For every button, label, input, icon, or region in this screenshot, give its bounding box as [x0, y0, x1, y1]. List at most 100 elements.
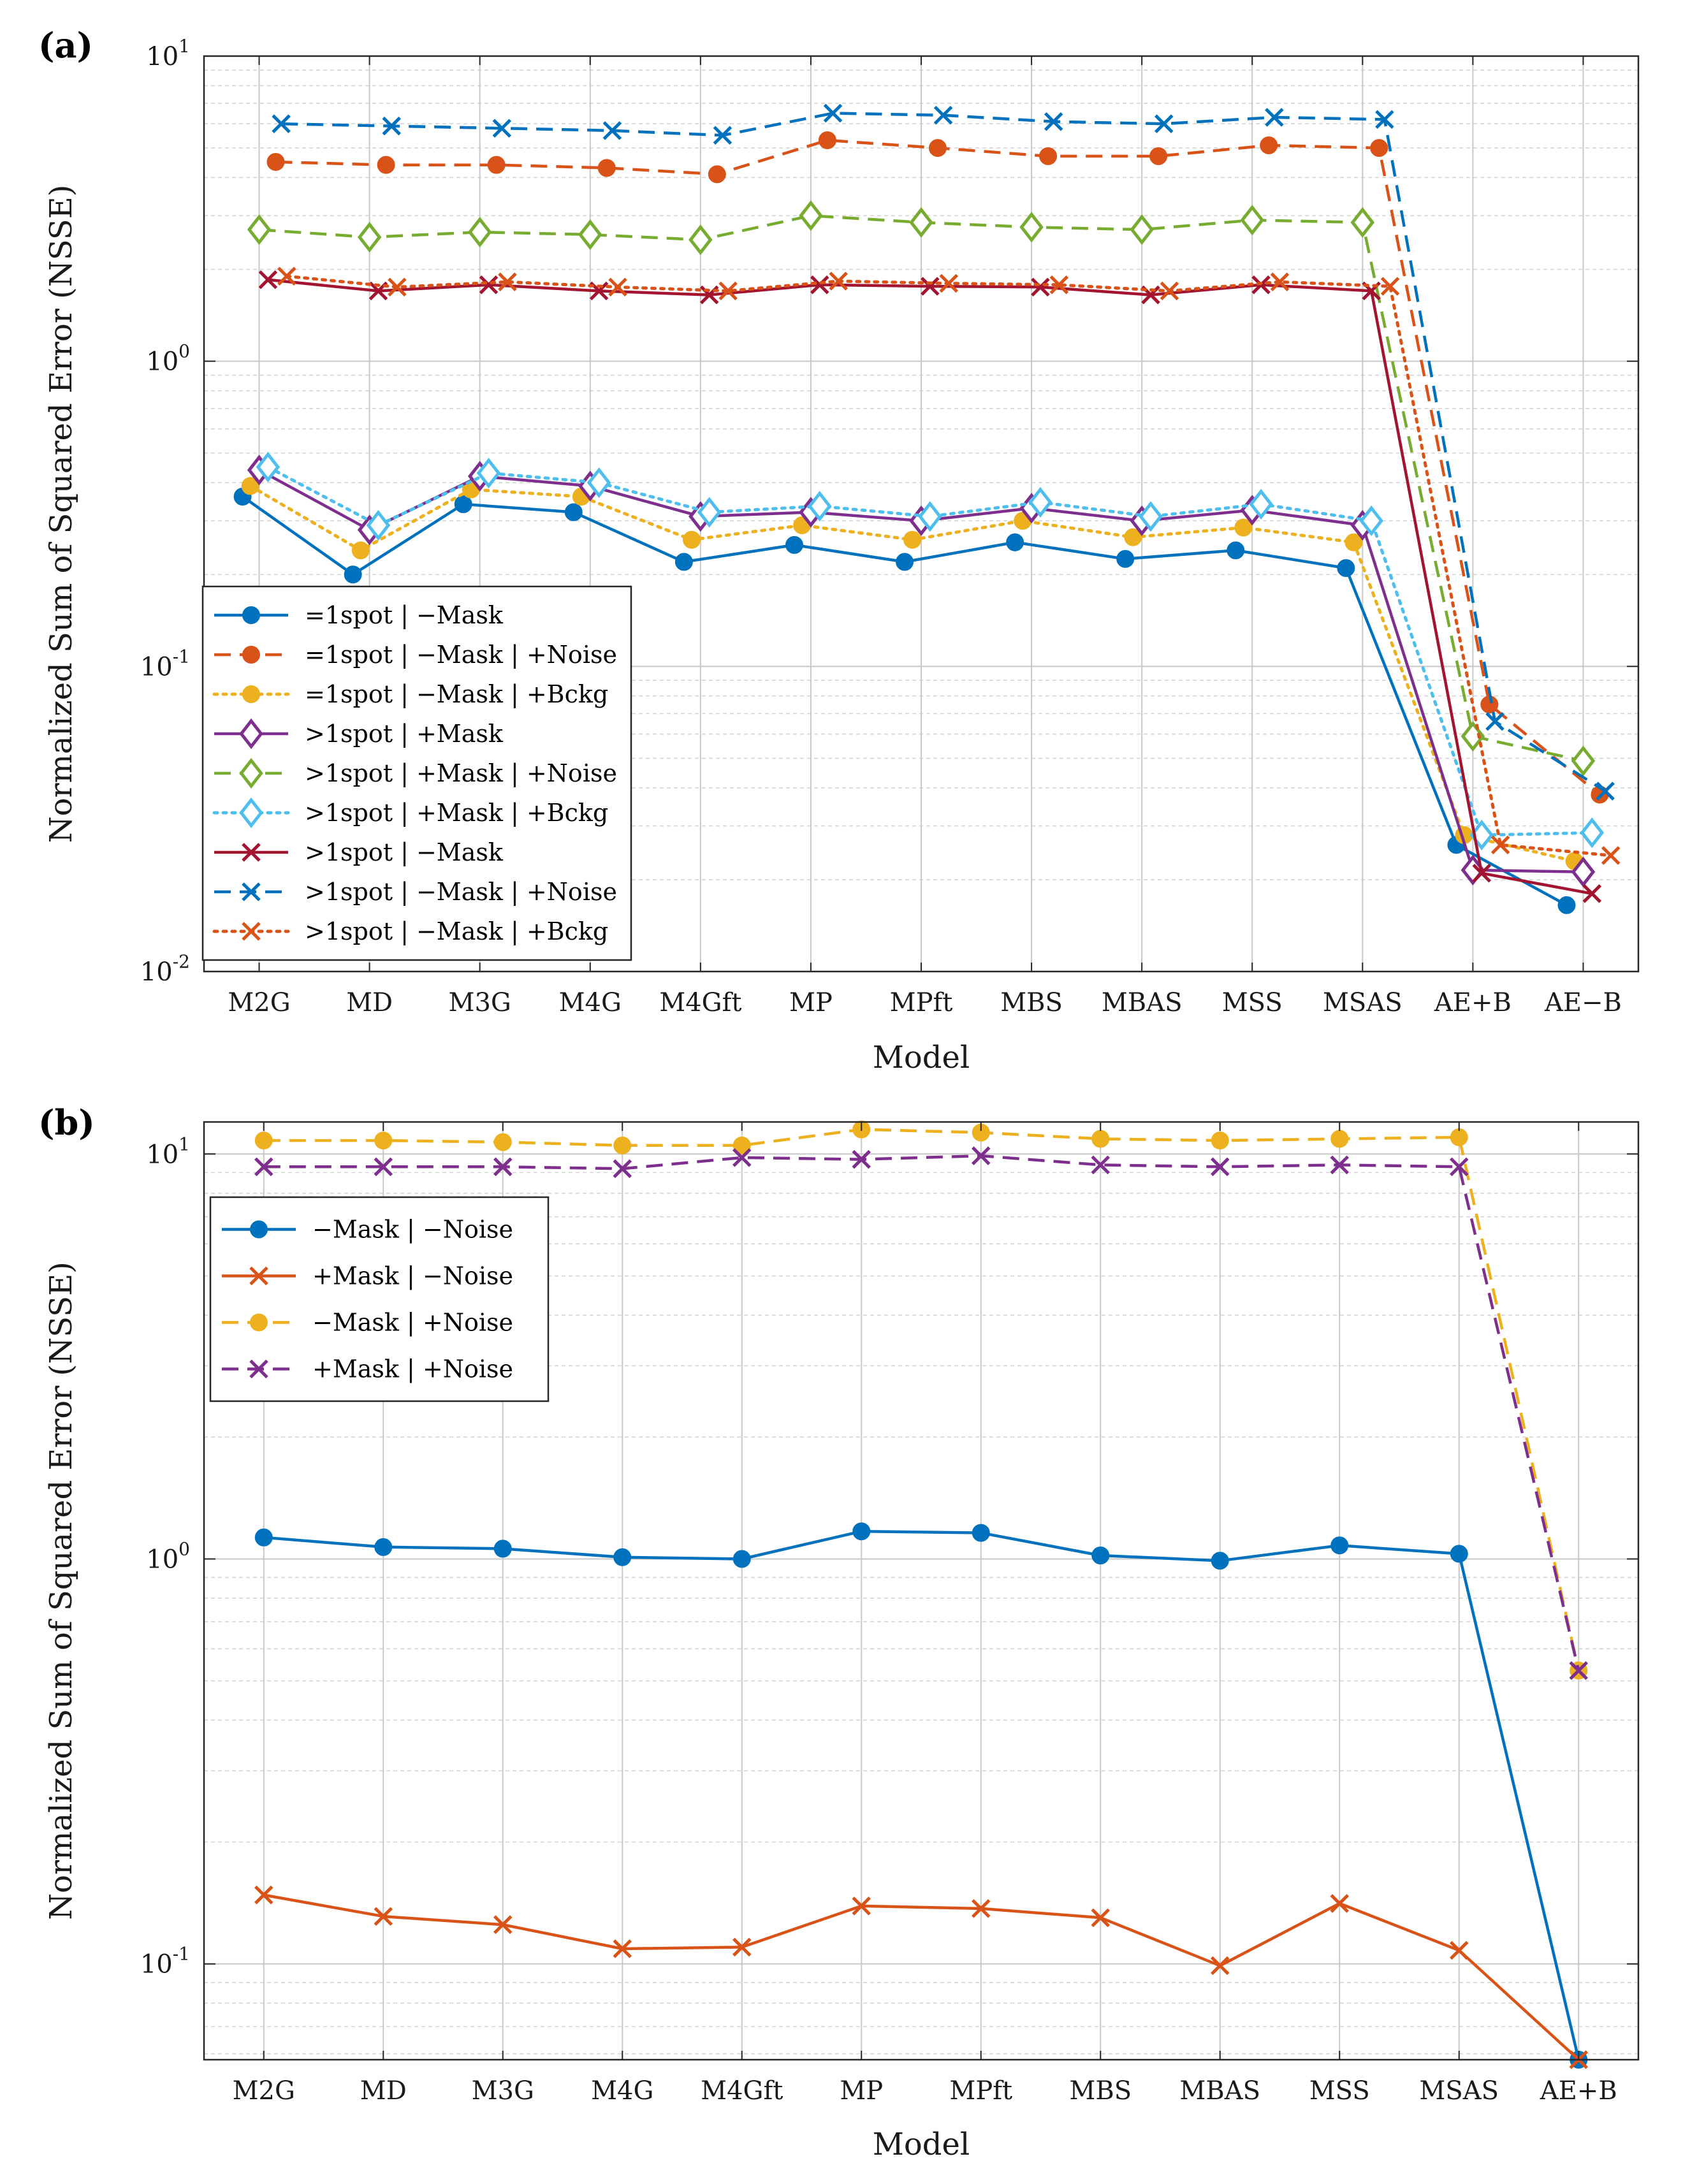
data-point: [1031, 277, 1050, 297]
data-point: [241, 477, 259, 495]
data-point: [613, 1159, 632, 1179]
series-group: [254, 1120, 1589, 2069]
data-point: [1337, 559, 1355, 578]
legend-entry: +Mask | −Noise: [312, 1262, 513, 1290]
legend-entry: >1spot | −Mask: [305, 838, 504, 866]
data-point: [1270, 272, 1290, 291]
data-point: [382, 116, 401, 136]
data-point: [928, 139, 947, 157]
data-point: [272, 114, 291, 133]
data-point: [467, 217, 492, 248]
data-point: [823, 103, 843, 123]
data-point: [697, 497, 722, 528]
data-point: [683, 530, 701, 549]
y-axis-label: Normalized Sum of Squared Error (NSSE): [43, 185, 79, 843]
legend-marker: [250, 1313, 268, 1332]
data-point: [1370, 139, 1388, 157]
data-point: [1234, 518, 1253, 537]
data-point: [1580, 817, 1605, 848]
data-point: [1350, 207, 1375, 238]
series-line: [263, 1893, 1580, 2061]
data-point: [1601, 846, 1621, 865]
data-point: [1149, 147, 1168, 165]
data-point: [933, 106, 953, 125]
panel-b: M2G MD M3G M4G M4Gft MP MPft MBS MBAS MSS MSAS AE+B…: [38, 1102, 1640, 2162]
data-point: [351, 541, 370, 560]
legend-entry: +Mask | +Noise: [312, 1355, 513, 1383]
data-point: [918, 501, 942, 532]
data-point: [254, 1132, 273, 1150]
data-point: [1091, 1155, 1111, 1175]
series-1: [254, 1885, 1589, 2069]
series-0: [254, 1522, 1588, 2069]
data-point: [1265, 108, 1284, 127]
series-8: [277, 266, 1621, 865]
data-point: [718, 281, 738, 301]
data-point: [1211, 1552, 1229, 1570]
data-point: [810, 275, 829, 295]
data-point: [613, 1136, 632, 1154]
x-tick-label: M4Gft: [701, 2076, 783, 2106]
data-point: [254, 1885, 273, 1905]
data-point: [971, 1146, 991, 1165]
series-0: [233, 488, 1576, 914]
data-point: [1006, 533, 1024, 551]
data-point: [1490, 835, 1510, 855]
legend-entry: >1spot | +Mask: [305, 720, 504, 748]
data-point: [344, 565, 362, 584]
series-line: [263, 1529, 1580, 2060]
data-point: [852, 1149, 871, 1169]
y-axis-label: Normalized Sum of Squared Error (NSSE): [43, 1262, 79, 1920]
x-tick-label: MSS: [1309, 2076, 1370, 2106]
x-tick-label: M4G: [559, 988, 622, 1017]
data-point: [1557, 896, 1576, 914]
x-tick-label: MPft: [949, 2076, 1012, 2106]
x-tick-label: M2G: [233, 2076, 295, 2106]
data-point: [493, 1540, 512, 1558]
data-point: [1028, 486, 1053, 518]
data-point: [492, 119, 512, 138]
series-group: [233, 103, 1621, 914]
data-point: [564, 503, 583, 521]
data-point: [1249, 488, 1273, 520]
data-point: [1124, 528, 1142, 546]
data-point: [1049, 275, 1069, 295]
data-point: [1130, 214, 1154, 245]
x-tick-label: MSAS: [1419, 2076, 1499, 2106]
data-point: [613, 1548, 632, 1566]
x-tick-label: AE−B: [1544, 988, 1622, 1017]
x-axis-label: Model: [873, 1040, 970, 1075]
y-tick-label: 101: [146, 1133, 190, 1169]
data-point: [277, 266, 296, 286]
data-point: [1569, 1661, 1589, 1680]
data-point: [674, 553, 693, 571]
series-3: [254, 1146, 1589, 1680]
data-point: [1139, 501, 1163, 532]
data-point: [254, 1528, 273, 1547]
legend-marker: [242, 843, 261, 862]
series-2: [254, 1120, 1588, 1680]
series-line: [263, 1154, 1580, 1671]
legend-marker: [239, 757, 263, 789]
data-point: [377, 156, 395, 174]
data-point: [1571, 856, 1596, 887]
x-tick-label: AE+B: [1434, 988, 1512, 1017]
data-point: [454, 495, 472, 513]
data-point: [972, 1524, 990, 1542]
data-point: [1091, 1130, 1110, 1148]
panel-label: (b): [38, 1102, 95, 1143]
data-point: [258, 270, 278, 289]
x-tick-label: MPft: [890, 988, 953, 1017]
data-point: [909, 207, 933, 238]
legend-entry: −Mask | −Noise: [312, 1216, 513, 1244]
y-tick-label: 10-2: [140, 951, 190, 987]
legend-entry: >1spot | +Mask | +Noise: [305, 759, 617, 787]
legend-entry: >1spot | −Mask | +Noise: [305, 878, 617, 906]
data-point: [921, 277, 940, 296]
data-point: [388, 277, 407, 297]
data-point: [1330, 1536, 1349, 1555]
data-point: [896, 553, 914, 571]
legend: −Mask | −Noise +Mask | −Noise −Mask | +Noi…: [209, 1196, 550, 1402]
data-point: [1091, 1547, 1110, 1565]
data-point: [1227, 541, 1245, 560]
